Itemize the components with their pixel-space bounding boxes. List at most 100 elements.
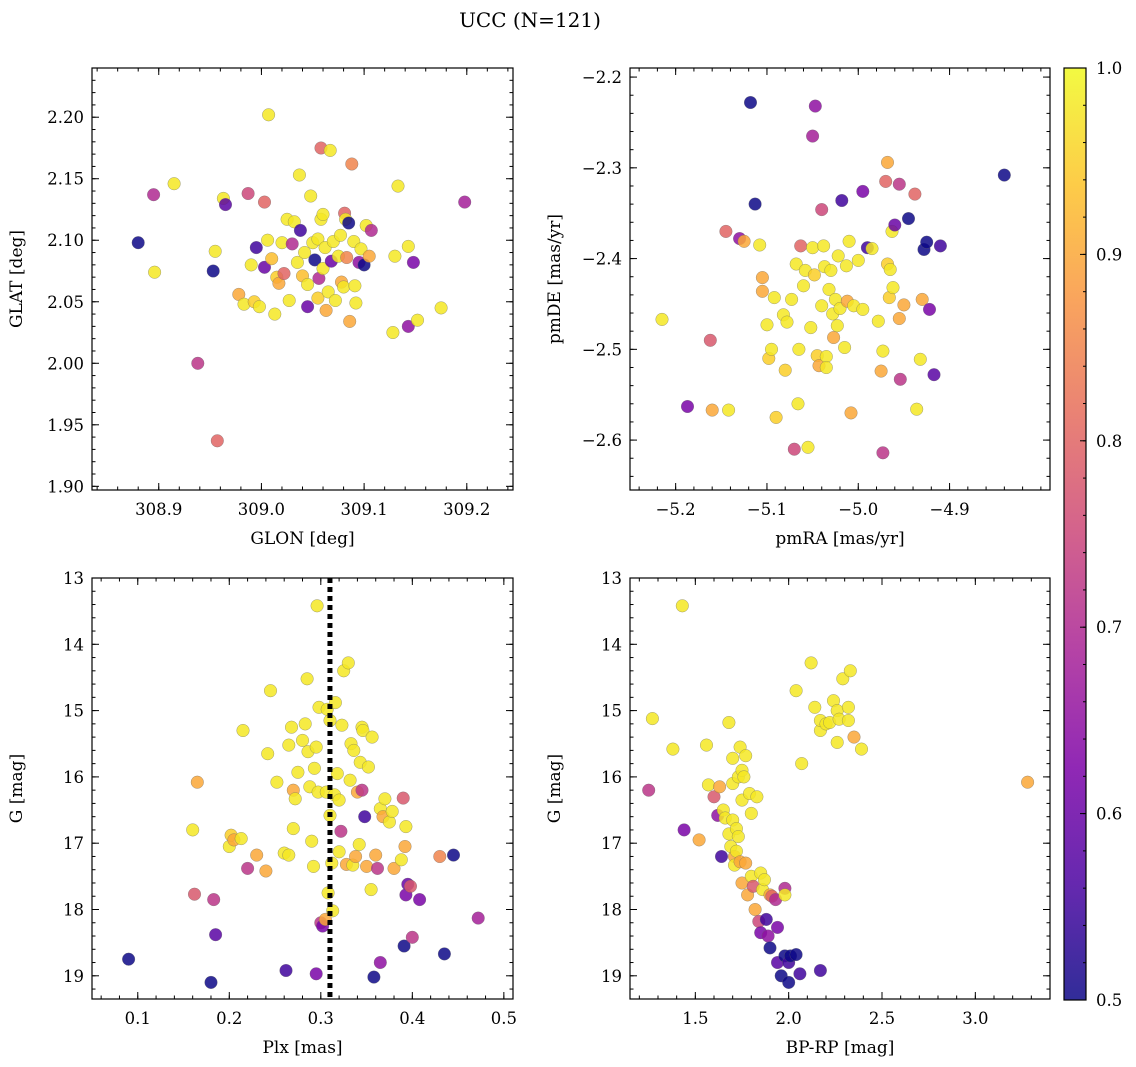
data-point <box>763 941 777 955</box>
data-point <box>655 312 669 326</box>
data-point <box>397 939 411 953</box>
data-point <box>815 203 829 217</box>
y-tick-label: 2.10 <box>47 231 84 250</box>
data-point <box>282 738 296 752</box>
colorbar-tick-label: 0.5 <box>1096 991 1122 1010</box>
data-point <box>856 184 870 198</box>
data-point <box>361 760 375 774</box>
data-point <box>122 952 136 966</box>
data-point <box>854 742 869 756</box>
data-point <box>298 717 312 731</box>
data-point <box>827 330 841 345</box>
axes-frame <box>91 577 514 1000</box>
data-point <box>328 293 342 308</box>
data-point <box>675 599 689 613</box>
data-point <box>759 912 773 926</box>
data-point <box>298 245 312 260</box>
data-point <box>722 715 736 730</box>
data-point <box>892 311 906 326</box>
y-axis-label: GLAT [deg] <box>7 230 27 328</box>
y-tick-label: 1.90 <box>47 477 84 496</box>
data-point <box>842 234 856 248</box>
data-point <box>342 216 356 230</box>
data-point <box>319 303 333 317</box>
y-axis-label: G [mag] <box>545 754 565 823</box>
data-point <box>789 948 803 962</box>
data-point <box>822 282 836 296</box>
data-point <box>796 279 811 293</box>
data-point <box>808 700 822 714</box>
data-point <box>388 249 402 263</box>
data-point <box>666 742 680 756</box>
y-tick-label: 2.05 <box>47 293 84 312</box>
data-point <box>782 975 796 989</box>
data-point <box>191 356 205 370</box>
data-point <box>804 656 818 670</box>
y-tick-label: 15 <box>601 702 622 721</box>
data-point <box>933 239 947 253</box>
data-point <box>190 775 204 789</box>
data-point <box>209 928 223 942</box>
axes-frame <box>629 67 1051 491</box>
data-point <box>360 859 374 873</box>
data-point <box>458 195 472 209</box>
colorbar-gradient <box>1064 68 1086 1000</box>
data-point <box>291 765 305 779</box>
data-point <box>290 255 304 269</box>
figure-title: UCC (N=121) <box>459 8 601 32</box>
points-layer <box>131 108 472 448</box>
data-point <box>282 293 296 308</box>
data-point <box>835 193 849 208</box>
data-point <box>714 849 729 864</box>
data-point <box>830 735 844 749</box>
data-point <box>764 342 779 356</box>
data-point <box>922 302 937 316</box>
data-point <box>888 218 902 232</box>
data-point <box>401 319 415 333</box>
y-tick-label: −2.4 <box>582 250 622 269</box>
y-tick-label: 2.15 <box>47 170 84 189</box>
data-point <box>769 410 783 424</box>
data-point <box>871 314 885 328</box>
colorbar-tick-label: 0.7 <box>1096 618 1122 637</box>
data-point <box>349 296 363 310</box>
data-point <box>358 810 372 824</box>
data-point <box>793 967 807 981</box>
data-point <box>856 302 870 316</box>
colorbar-tick-label: 0.9 <box>1096 245 1122 264</box>
data-point <box>434 301 448 315</box>
data-point <box>819 360 833 375</box>
data-point <box>131 236 145 250</box>
data-point <box>401 239 415 253</box>
data-point <box>352 837 366 852</box>
data-point <box>726 751 740 765</box>
data-point <box>433 849 447 864</box>
data-point <box>308 253 322 267</box>
y-tick-label: 18 <box>63 900 84 919</box>
data-point <box>348 279 362 293</box>
data-point <box>373 955 387 970</box>
x-axis-label: Plx [mas] <box>262 1038 342 1058</box>
data-point <box>349 849 363 864</box>
data-point <box>851 253 865 267</box>
data-point <box>306 859 321 873</box>
data-point <box>807 268 821 282</box>
data-point <box>886 281 900 295</box>
data-point <box>396 791 410 805</box>
data-point <box>259 864 273 878</box>
data-point <box>841 700 855 714</box>
data-point <box>186 823 200 837</box>
x-tick-label: 3.0 <box>962 1009 988 1028</box>
data-point <box>167 177 181 191</box>
x-axis-label: BP-RP [mag] <box>786 1038 895 1058</box>
data-point <box>719 224 733 238</box>
x-tick-label: 308.9 <box>135 500 182 519</box>
data-point <box>645 712 659 726</box>
data-point <box>257 260 272 274</box>
data-point <box>767 291 781 305</box>
data-point <box>808 99 822 113</box>
x-tick-label: 0.1 <box>125 1009 151 1028</box>
x-tick-label: 0.4 <box>399 1009 425 1028</box>
data-point <box>901 212 916 226</box>
x-tick-label: 2.5 <box>869 1009 895 1028</box>
